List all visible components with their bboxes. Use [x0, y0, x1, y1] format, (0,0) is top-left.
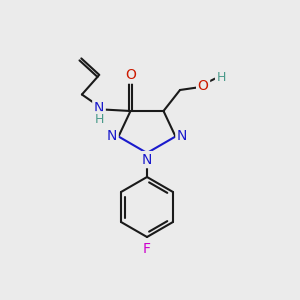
- Text: H: H: [94, 112, 104, 126]
- Text: N: N: [142, 153, 152, 166]
- Text: N: N: [177, 130, 187, 143]
- Text: O: O: [198, 79, 208, 93]
- Text: H: H: [216, 70, 226, 84]
- Text: N: N: [94, 101, 104, 115]
- Text: N: N: [107, 130, 117, 143]
- Text: F: F: [143, 242, 151, 256]
- Text: O: O: [125, 68, 136, 82]
